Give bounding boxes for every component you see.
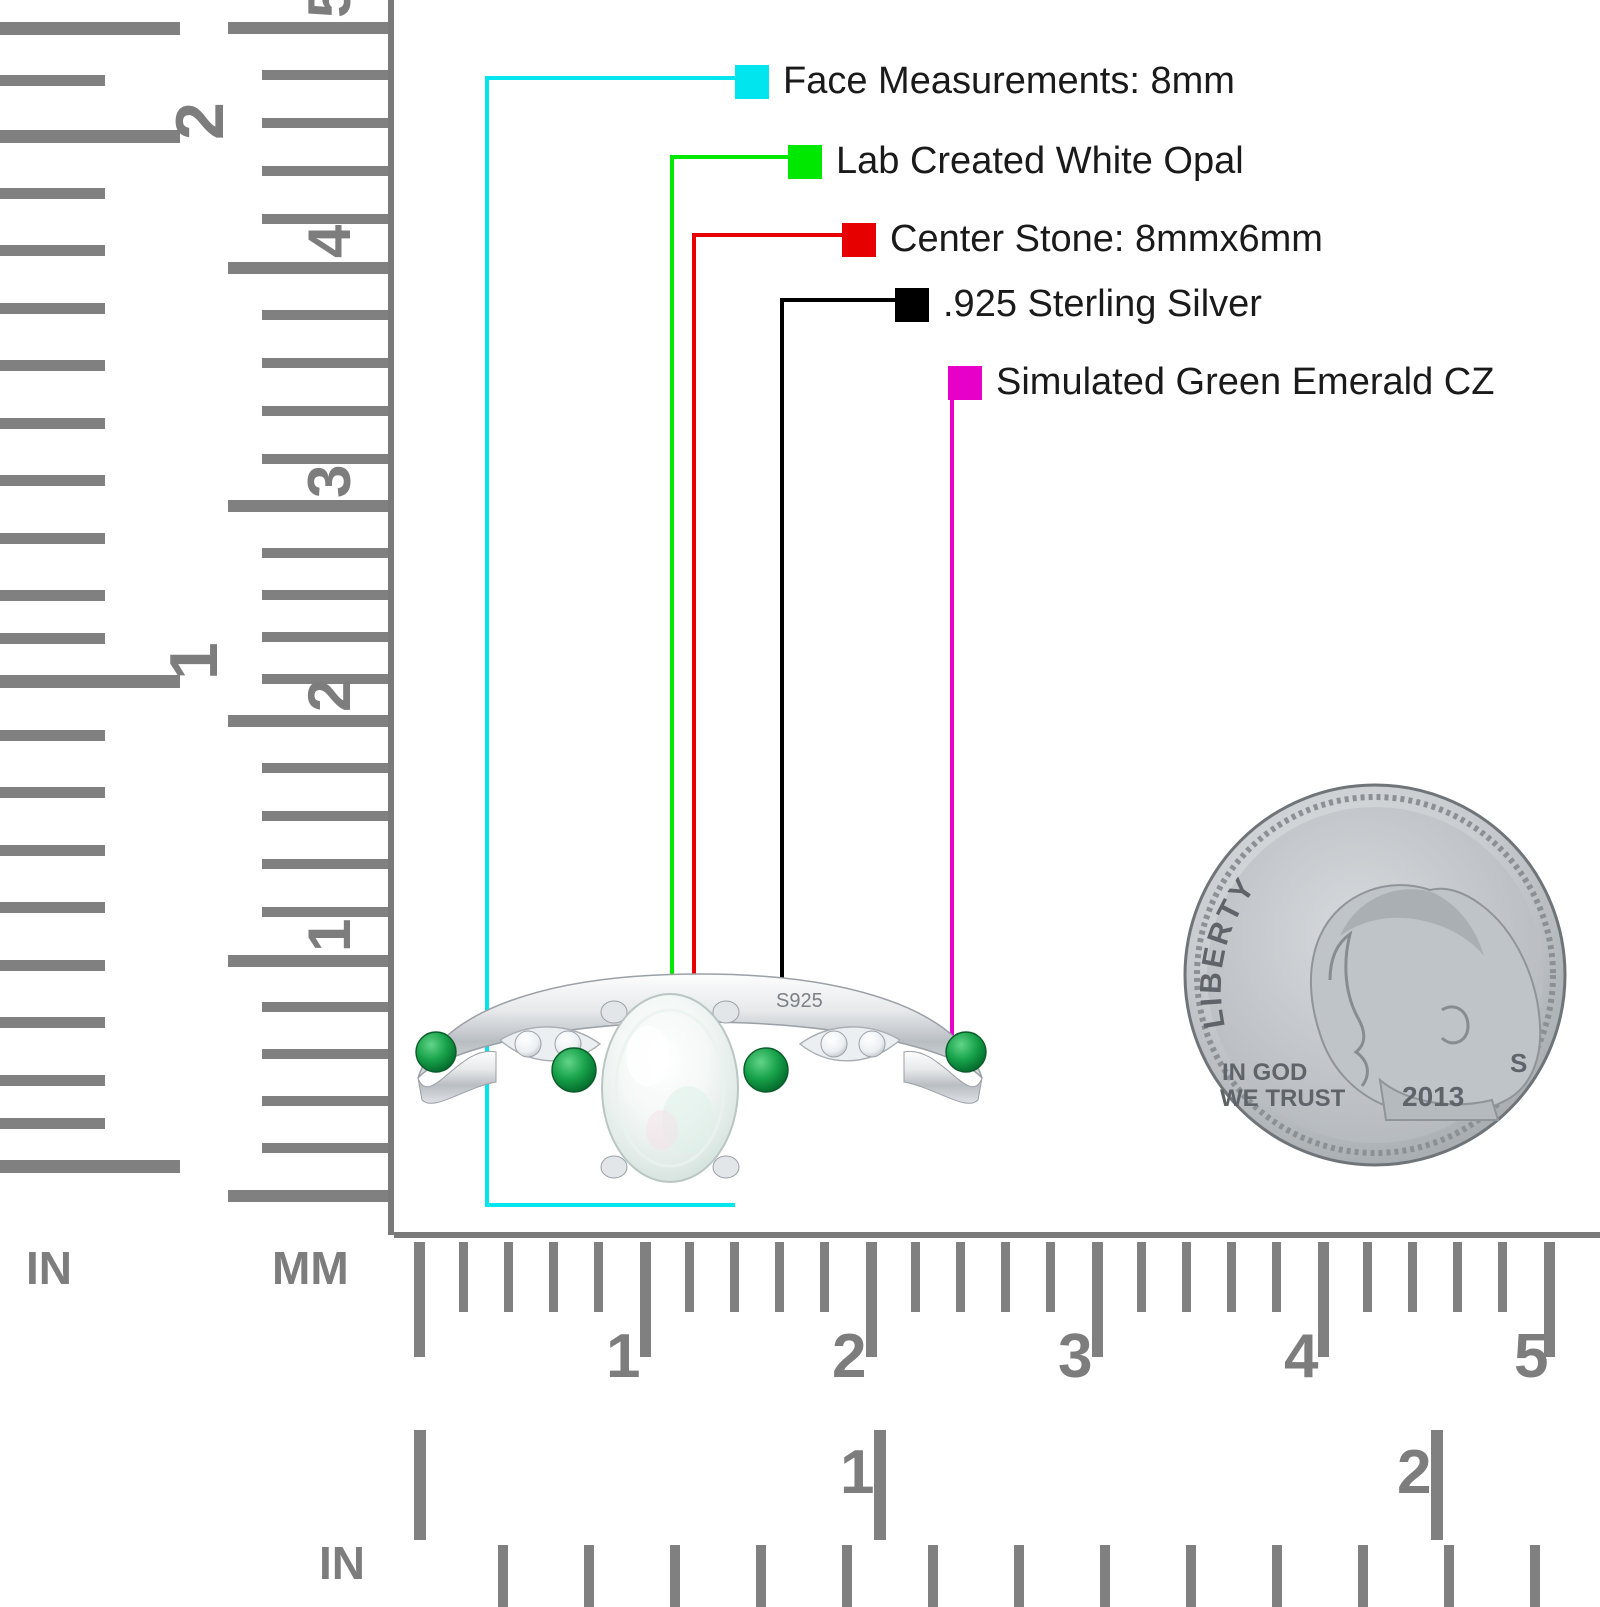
legend-item-center-stone: Center Stone: 8mmx6mm — [842, 218, 1323, 261]
bottom-mm-ruler: 1 2 3 4 5 — [394, 1238, 1600, 1418]
mm-label-1: 1 — [296, 918, 363, 952]
coin-motto-line1: IN GOD — [1222, 1059, 1307, 1086]
legend-swatch-green-emerald-cz — [948, 365, 982, 400]
bottom-mm-label-1: 1 — [606, 1322, 641, 1391]
in-label-1: 1 — [156, 642, 232, 680]
legend-item-face-measurements: Face Measurements: 8mm — [735, 60, 1235, 103]
legend-label-sterling-silver: .925 Sterling Silver — [943, 283, 1262, 325]
unit-label-mm-left: MM — [272, 1242, 349, 1294]
legend-item-sterling-silver: .925 Sterling Silver — [895, 283, 1262, 326]
legend-item-white-opal: Lab Created White Opal — [788, 140, 1244, 183]
mm-label-2: 2 — [296, 678, 363, 712]
legend-label-green-emerald-cz: Simulated Green Emerald CZ — [996, 361, 1495, 403]
legend-label-center-stone: Center Stone: 8mmx6mm — [890, 218, 1323, 260]
unit-label-in-bottom: IN — [319, 1537, 365, 1589]
mm-label-4: 4 — [296, 224, 363, 258]
coin-motto-line2: WE TRUST — [1220, 1085, 1346, 1112]
legend-label-white-opal: Lab Created White Opal — [836, 140, 1244, 182]
coin-year: 2013 — [1402, 1081, 1464, 1112]
dime-coin: LIBERTY IN GOD WE TRUST 2013 S — [1183, 783, 1567, 1167]
bottom-mm-label-5: 5 — [1514, 1322, 1549, 1391]
bottom-in-label-2: 2 — [1397, 1438, 1432, 1507]
mm-label-3: 3 — [296, 464, 363, 498]
bottom-mm-label-4: 4 — [1284, 1322, 1319, 1391]
in-label-2: 2 — [162, 102, 238, 140]
ruler-divider-horizontal — [394, 1232, 1600, 1238]
legend-swatch-white-opal — [788, 144, 822, 179]
bottom-in-ruler: 1 2 IN — [319, 1420, 1600, 1607]
legend-swatch-center-stone — [842, 222, 876, 257]
mm-label-5: 5 — [296, 0, 363, 18]
legend-swatch-face-measurements — [735, 64, 769, 99]
legend-item-green-emerald-cz: Simulated Green Emerald CZ — [948, 361, 1494, 404]
legend-swatch-sterling-silver — [895, 287, 929, 322]
ring-hallmark: S925 — [776, 990, 823, 1012]
bottom-mm-label-3: 3 — [1058, 1322, 1093, 1391]
legend-label-face-measurements: Face Measurements: 8mm — [783, 60, 1235, 102]
coin-mintmark: S — [1510, 1048, 1527, 1078]
ring-photo: S925 — [415, 973, 987, 1183]
left-vertical-ruler: 5 2 1 5 4 3 2 1 — [0, 0, 390, 1235]
bottom-mm-label-2: 2 — [832, 1322, 867, 1391]
ruler-divider-vertical — [388, 0, 394, 1235]
unit-label-in-left: IN — [26, 1242, 72, 1294]
bottom-in-label-1: 1 — [840, 1438, 875, 1507]
